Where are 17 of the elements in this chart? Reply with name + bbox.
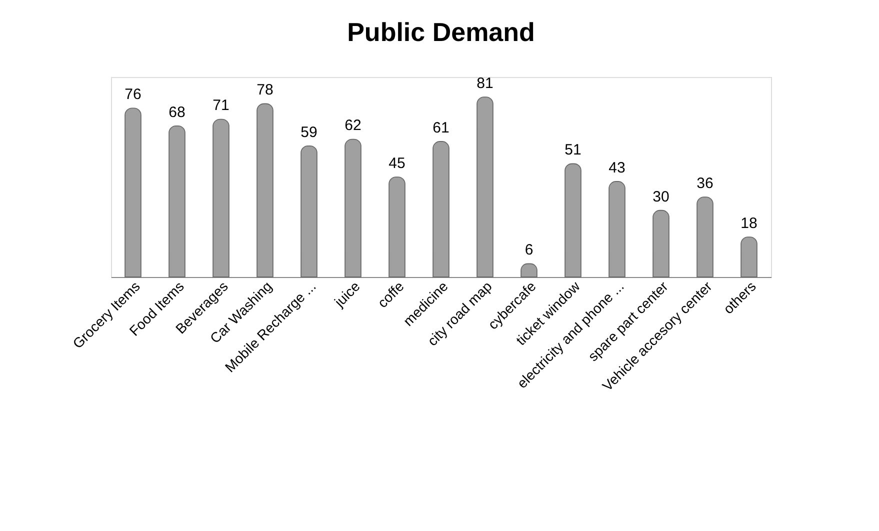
data-label: 51	[564, 142, 582, 159]
data-label: 76	[124, 86, 142, 104]
data-label: 6	[524, 242, 534, 259]
data-label: 81	[476, 75, 494, 92]
data-label: 68	[168, 104, 186, 121]
data-label: 43	[608, 159, 626, 176]
data-label: 45	[388, 155, 406, 172]
data-label: 30	[652, 188, 670, 206]
data-label: 78	[256, 82, 274, 99]
data-label: 62	[344, 117, 362, 134]
data-label: 71	[212, 97, 230, 114]
data-label: 61	[432, 119, 450, 136]
data-label: 59	[300, 124, 318, 141]
chart-title: Public Demand	[347, 17, 535, 47]
data-label: 18	[740, 215, 758, 232]
x-tick-label: coffe	[374, 278, 408, 311]
data-label: 36	[696, 175, 714, 192]
